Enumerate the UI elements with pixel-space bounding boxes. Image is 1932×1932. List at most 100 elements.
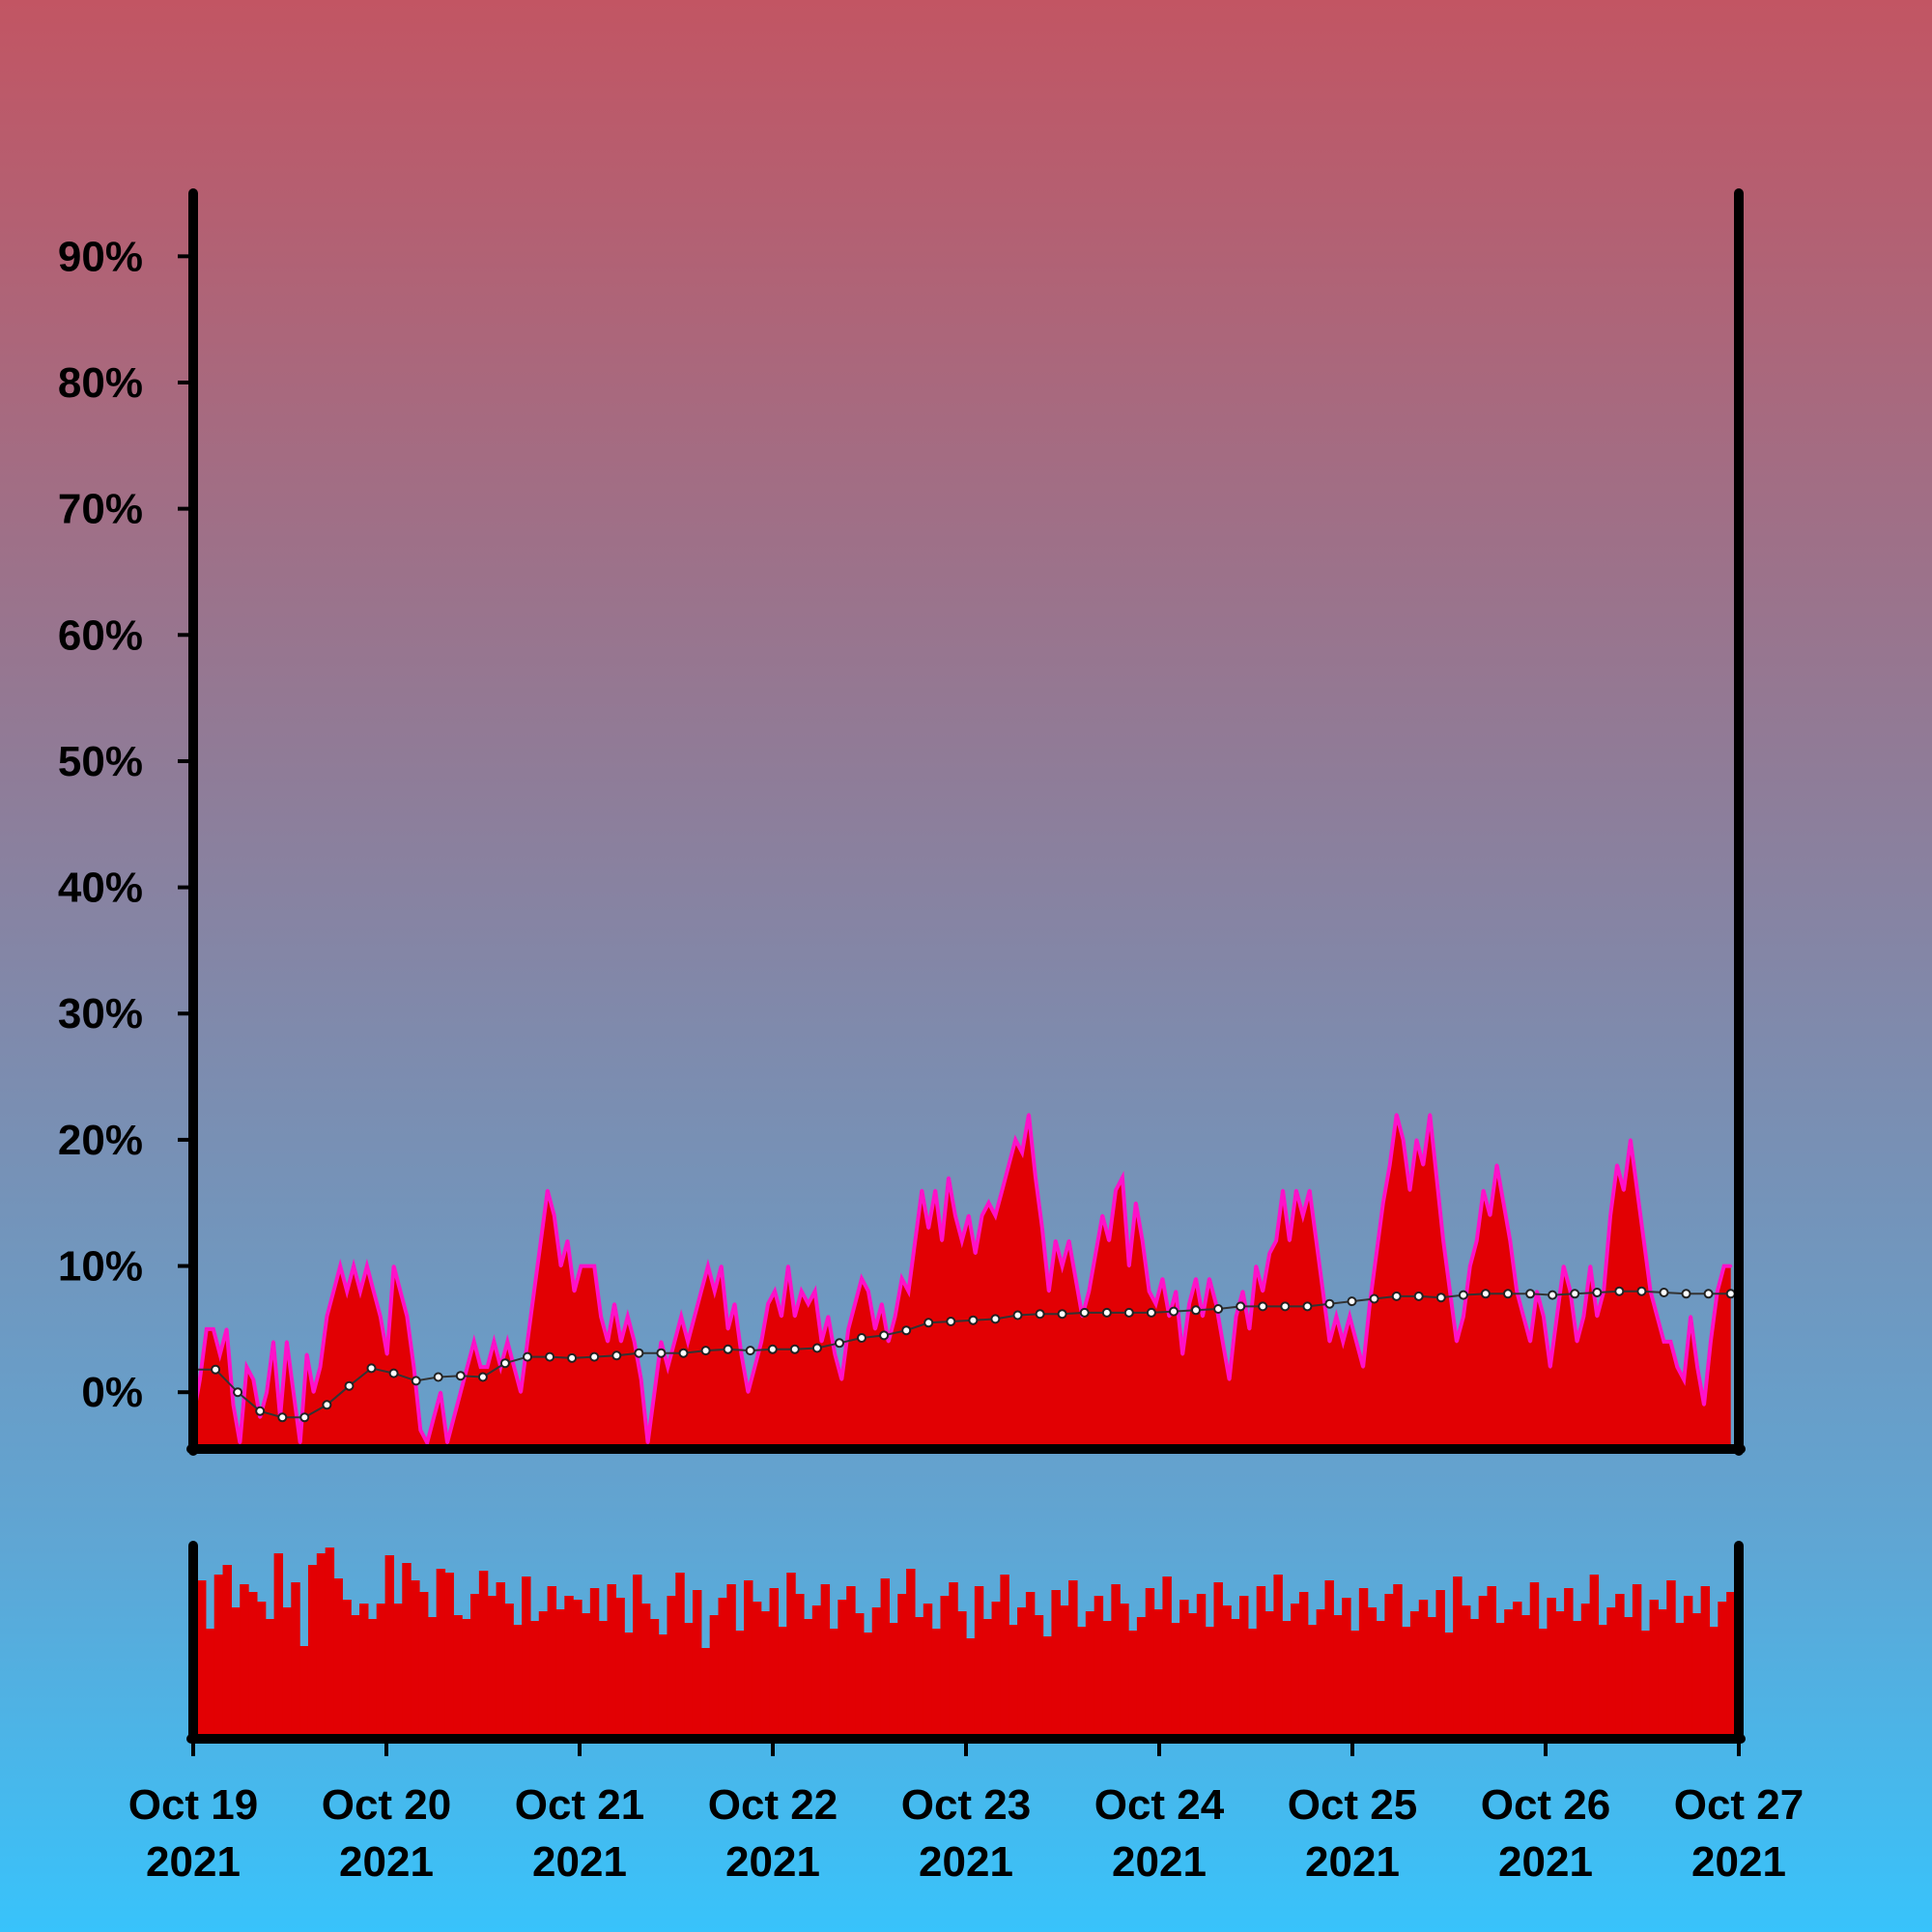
area-point [1020,1151,1024,1154]
navigator-bar [325,1548,335,1739]
area-point [759,1340,763,1344]
trend-point [1123,1307,1134,1318]
area-point [1321,1290,1324,1293]
area-point [1013,1138,1017,1142]
area-point [626,1315,630,1319]
area-point [1267,1252,1271,1255]
area-point [1201,1315,1205,1319]
navigator-bar [931,1629,942,1739]
area-point [412,1365,415,1369]
navigator-bar [1658,1609,1667,1739]
navigator-bar [1068,1580,1078,1739]
area-point [379,1315,383,1319]
trend-point [1012,1310,1023,1321]
trend-point [211,1364,221,1375]
navigator-bar [1298,1592,1309,1739]
navigator-bar [778,1627,787,1739]
navigator-bar [522,1577,531,1739]
navigator-bar [359,1604,369,1739]
trend-point [1525,1289,1536,1299]
navigator-bar [248,1592,258,1739]
navigator-bar [1120,1604,1129,1739]
area-point [860,1277,864,1281]
navigator-bar [351,1615,360,1739]
area-point [1695,1365,1699,1369]
trend-point [322,1400,332,1410]
navigator-bar [1324,1580,1334,1739]
navigator-bar [880,1578,890,1739]
area-point [653,1390,656,1394]
navigator-bar [1162,1577,1172,1739]
navigator-bar [846,1586,856,1739]
area-point [672,1340,676,1344]
navigator-bar [786,1573,796,1739]
area-point [1354,1340,1358,1344]
trend-point [433,1372,443,1382]
area-point [926,1226,930,1230]
area-point [907,1290,910,1293]
area-point [612,1302,616,1306]
area-point [1642,1238,1646,1242]
area-point [238,1441,242,1444]
y-tick-label: 60% [58,611,143,659]
navigator-bar [1187,1613,1198,1739]
navigator-bar [1598,1625,1607,1739]
area-point [960,1238,964,1242]
navigator-bar [1435,1590,1445,1739]
area-point [1408,1188,1411,1192]
navigator-plot[interactable] [186,1541,1746,1744]
navigator-bar [940,1596,950,1739]
x-tick-label-date: Oct 23 [901,1781,1032,1829]
trend-point [1614,1286,1625,1296]
area-point [1000,1188,1004,1192]
area-point [1375,1252,1378,1255]
area-point [1521,1315,1525,1319]
area-point [1288,1238,1292,1242]
navigator-bar [1632,1584,1642,1739]
trend-point [411,1376,421,1386]
navigator-bar [1427,1617,1437,1739]
trend-point [1236,1301,1246,1312]
navigator-bar [1461,1605,1471,1739]
area-point [1675,1365,1679,1369]
navigator-bar [462,1619,471,1739]
area-point [746,1390,750,1394]
y-tick-label: 30% [58,990,143,1037]
area-point [372,1290,376,1293]
trend-point [344,1380,355,1391]
navigator-bar [744,1580,753,1739]
navigator-bar [855,1613,865,1739]
area-point [839,1378,843,1381]
area-point [1235,1315,1238,1319]
area-point [573,1290,576,1293]
trend-point [1703,1289,1714,1299]
navigator-bar [1649,1600,1659,1739]
x-tick-label-year: 2021 [532,1838,627,1886]
area-point [1134,1201,1138,1205]
area-point [1107,1238,1111,1242]
area-point [947,1176,951,1179]
navigator-bar [1709,1627,1719,1739]
navigator-bar [316,1553,327,1739]
trend-point [990,1314,1001,1324]
navigator-bar [1606,1607,1616,1739]
navigator-bar [376,1604,386,1739]
navigator-bar [615,1598,625,1739]
navigator-bar [402,1563,412,1739]
trend-point [968,1315,979,1325]
trend-point [1725,1289,1736,1299]
area-point [820,1340,823,1344]
trend-point [366,1363,377,1374]
navigator-bar [342,1600,352,1739]
navigator-bar [829,1629,838,1739]
area-point [265,1390,269,1394]
area-point [800,1290,804,1293]
trend-point [1280,1301,1291,1312]
trend-point [1213,1304,1224,1314]
trend-point [589,1351,600,1362]
navigator-bar [240,1584,249,1739]
navigator-bar [1726,1592,1736,1739]
area-point [1381,1201,1385,1205]
area-point [1455,1340,1459,1344]
area-point [1100,1213,1104,1217]
